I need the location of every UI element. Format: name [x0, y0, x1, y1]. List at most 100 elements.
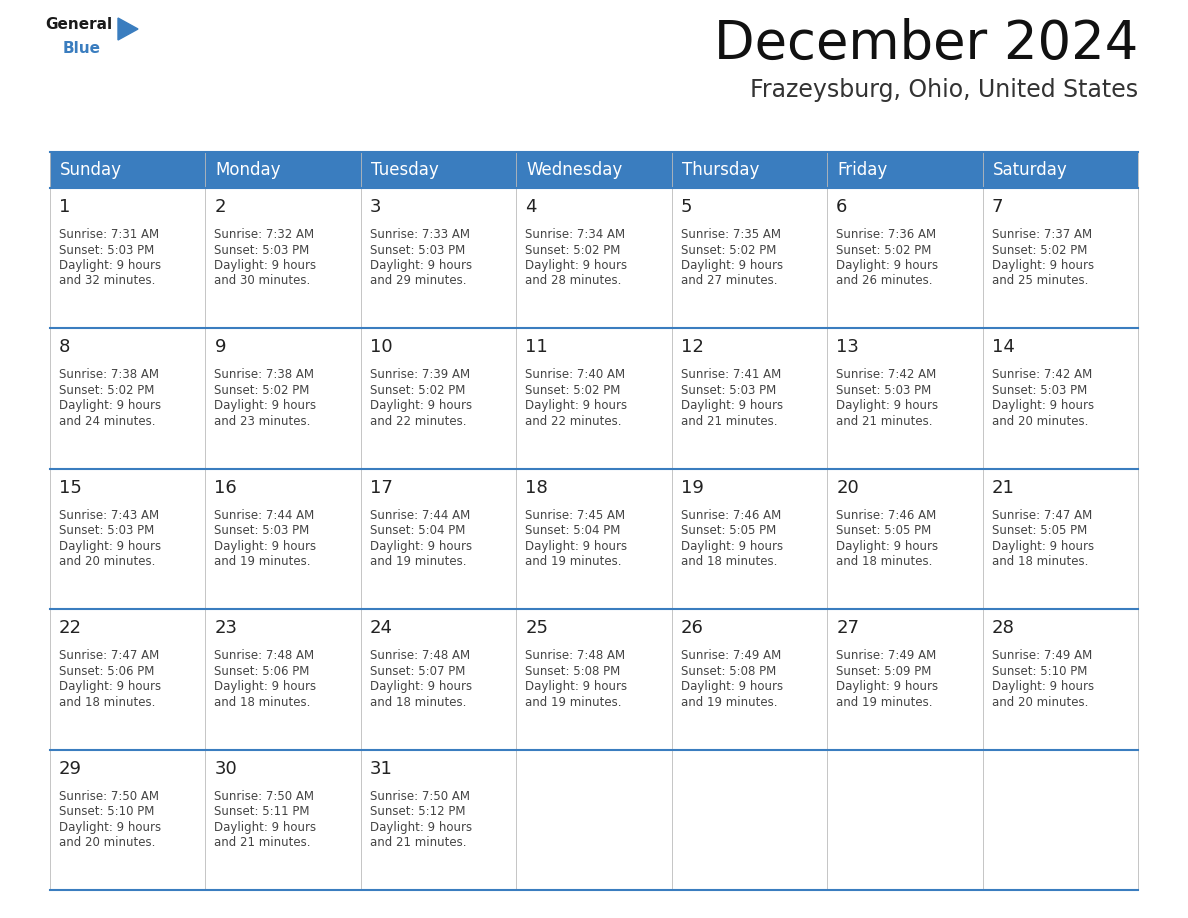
Bar [50, 610, 206, 750]
Text: Sunset: 5:03 PM: Sunset: 5:03 PM [214, 524, 310, 537]
Text: Daylight: 9 hours: Daylight: 9 hours [525, 680, 627, 693]
Bar [827, 750, 982, 890]
Text: Sunset: 5:07 PM: Sunset: 5:07 PM [369, 665, 466, 677]
Text: and 19 minutes.: and 19 minutes. [681, 696, 777, 709]
Text: Sunrise: 7:41 AM: Sunrise: 7:41 AM [681, 368, 781, 381]
Text: 25: 25 [525, 620, 549, 637]
Text: and 21 minutes.: and 21 minutes. [836, 415, 933, 428]
Bar [361, 610, 517, 750]
Text: Sunset: 5:03 PM: Sunset: 5:03 PM [681, 384, 776, 397]
Text: 26: 26 [681, 620, 703, 637]
Bar [982, 329, 1138, 469]
Bar [206, 188, 361, 329]
Text: Sunset: 5:05 PM: Sunset: 5:05 PM [836, 524, 931, 537]
Text: Daylight: 9 hours: Daylight: 9 hours [836, 399, 939, 412]
Text: Sunrise: 7:44 AM: Sunrise: 7:44 AM [369, 509, 470, 521]
Bar [982, 610, 1138, 750]
Text: 18: 18 [525, 479, 548, 497]
Text: Sunset: 5:02 PM: Sunset: 5:02 PM [681, 243, 776, 256]
Text: 15: 15 [59, 479, 82, 497]
Text: and 20 minutes.: and 20 minutes. [992, 415, 1088, 428]
Text: Daylight: 9 hours: Daylight: 9 hours [681, 680, 783, 693]
Text: Sunrise: 7:45 AM: Sunrise: 7:45 AM [525, 509, 625, 521]
Text: December 2024: December 2024 [714, 18, 1138, 70]
Text: Sunset: 5:02 PM: Sunset: 5:02 PM [525, 243, 620, 256]
Text: Sunrise: 7:50 AM: Sunrise: 7:50 AM [214, 789, 315, 802]
Text: Sunrise: 7:48 AM: Sunrise: 7:48 AM [214, 649, 315, 662]
Text: Daylight: 9 hours: Daylight: 9 hours [214, 399, 316, 412]
Text: Sunrise: 7:47 AM: Sunrise: 7:47 AM [59, 649, 159, 662]
Text: and 22 minutes.: and 22 minutes. [525, 415, 621, 428]
Text: Daylight: 9 hours: Daylight: 9 hours [59, 821, 162, 834]
Bar [361, 329, 517, 469]
Text: Daylight: 9 hours: Daylight: 9 hours [214, 680, 316, 693]
Text: 19: 19 [681, 479, 703, 497]
Bar [361, 750, 517, 890]
Text: and 18 minutes.: and 18 minutes. [992, 555, 1088, 568]
Text: Blue: Blue [63, 41, 101, 56]
Bar [982, 188, 1138, 329]
Text: and 19 minutes.: and 19 minutes. [525, 555, 621, 568]
Text: Sunrise: 7:37 AM: Sunrise: 7:37 AM [992, 228, 1092, 241]
Bar [517, 329, 671, 469]
Text: 3: 3 [369, 198, 381, 216]
Text: 24: 24 [369, 620, 393, 637]
Text: and 32 minutes.: and 32 minutes. [59, 274, 156, 287]
Text: Sunrise: 7:35 AM: Sunrise: 7:35 AM [681, 228, 781, 241]
Text: Sunset: 5:12 PM: Sunset: 5:12 PM [369, 805, 466, 818]
Bar [982, 469, 1138, 610]
Text: and 19 minutes.: and 19 minutes. [525, 696, 621, 709]
Bar [827, 469, 982, 610]
Text: Daylight: 9 hours: Daylight: 9 hours [59, 540, 162, 553]
Text: and 20 minutes.: and 20 minutes. [59, 555, 156, 568]
Text: Sunrise: 7:33 AM: Sunrise: 7:33 AM [369, 228, 470, 241]
Text: 29: 29 [59, 759, 82, 778]
Bar [517, 750, 671, 890]
Text: Daylight: 9 hours: Daylight: 9 hours [369, 259, 472, 272]
Bar [671, 610, 827, 750]
Bar [827, 329, 982, 469]
Text: Sunrise: 7:36 AM: Sunrise: 7:36 AM [836, 228, 936, 241]
Text: 11: 11 [525, 339, 548, 356]
Text: 17: 17 [369, 479, 393, 497]
Text: 5: 5 [681, 198, 693, 216]
Text: 14: 14 [992, 339, 1015, 356]
Text: Sunrise: 7:38 AM: Sunrise: 7:38 AM [59, 368, 159, 381]
Text: and 23 minutes.: and 23 minutes. [214, 415, 311, 428]
Text: Thursday: Thursday [682, 161, 759, 179]
Text: Sunrise: 7:42 AM: Sunrise: 7:42 AM [992, 368, 1092, 381]
Text: Sunrise: 7:50 AM: Sunrise: 7:50 AM [369, 789, 470, 802]
Bar [361, 188, 517, 329]
Text: Sunrise: 7:46 AM: Sunrise: 7:46 AM [681, 509, 781, 521]
Text: 12: 12 [681, 339, 703, 356]
Text: Sunrise: 7:47 AM: Sunrise: 7:47 AM [992, 509, 1092, 521]
Text: Sunset: 5:02 PM: Sunset: 5:02 PM [836, 243, 931, 256]
Text: 7: 7 [992, 198, 1003, 216]
Text: and 18 minutes.: and 18 minutes. [59, 696, 156, 709]
Text: and 20 minutes.: and 20 minutes. [992, 696, 1088, 709]
Text: Monday: Monday [215, 161, 280, 179]
Text: 31: 31 [369, 759, 393, 778]
Text: Sunset: 5:10 PM: Sunset: 5:10 PM [992, 665, 1087, 677]
Bar [671, 188, 827, 329]
Text: 10: 10 [369, 339, 392, 356]
Text: Sunset: 5:04 PM: Sunset: 5:04 PM [525, 524, 620, 537]
Text: Sunrise: 7:49 AM: Sunrise: 7:49 AM [992, 649, 1092, 662]
Text: and 18 minutes.: and 18 minutes. [681, 555, 777, 568]
Text: Sunrise: 7:38 AM: Sunrise: 7:38 AM [214, 368, 315, 381]
Bar [671, 469, 827, 610]
Text: Sunset: 5:05 PM: Sunset: 5:05 PM [992, 524, 1087, 537]
Text: Daylight: 9 hours: Daylight: 9 hours [681, 259, 783, 272]
Text: and 19 minutes.: and 19 minutes. [214, 555, 311, 568]
Text: and 18 minutes.: and 18 minutes. [369, 696, 466, 709]
Text: Frazeysburg, Ohio, United States: Frazeysburg, Ohio, United States [750, 78, 1138, 102]
Bar [206, 610, 361, 750]
Text: Sunrise: 7:48 AM: Sunrise: 7:48 AM [525, 649, 625, 662]
Bar [50, 152, 1138, 188]
Text: Daylight: 9 hours: Daylight: 9 hours [525, 540, 627, 553]
Bar [671, 750, 827, 890]
Text: and 21 minutes.: and 21 minutes. [681, 415, 777, 428]
Text: 13: 13 [836, 339, 859, 356]
Text: and 21 minutes.: and 21 minutes. [369, 836, 467, 849]
Text: 20: 20 [836, 479, 859, 497]
